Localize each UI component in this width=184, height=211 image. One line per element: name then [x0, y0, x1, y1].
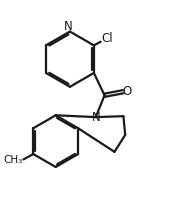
Text: Cl: Cl — [101, 32, 113, 45]
Text: CH₃: CH₃ — [3, 155, 23, 165]
Text: N: N — [64, 20, 73, 33]
Text: O: O — [123, 85, 132, 98]
Text: N: N — [92, 111, 101, 124]
